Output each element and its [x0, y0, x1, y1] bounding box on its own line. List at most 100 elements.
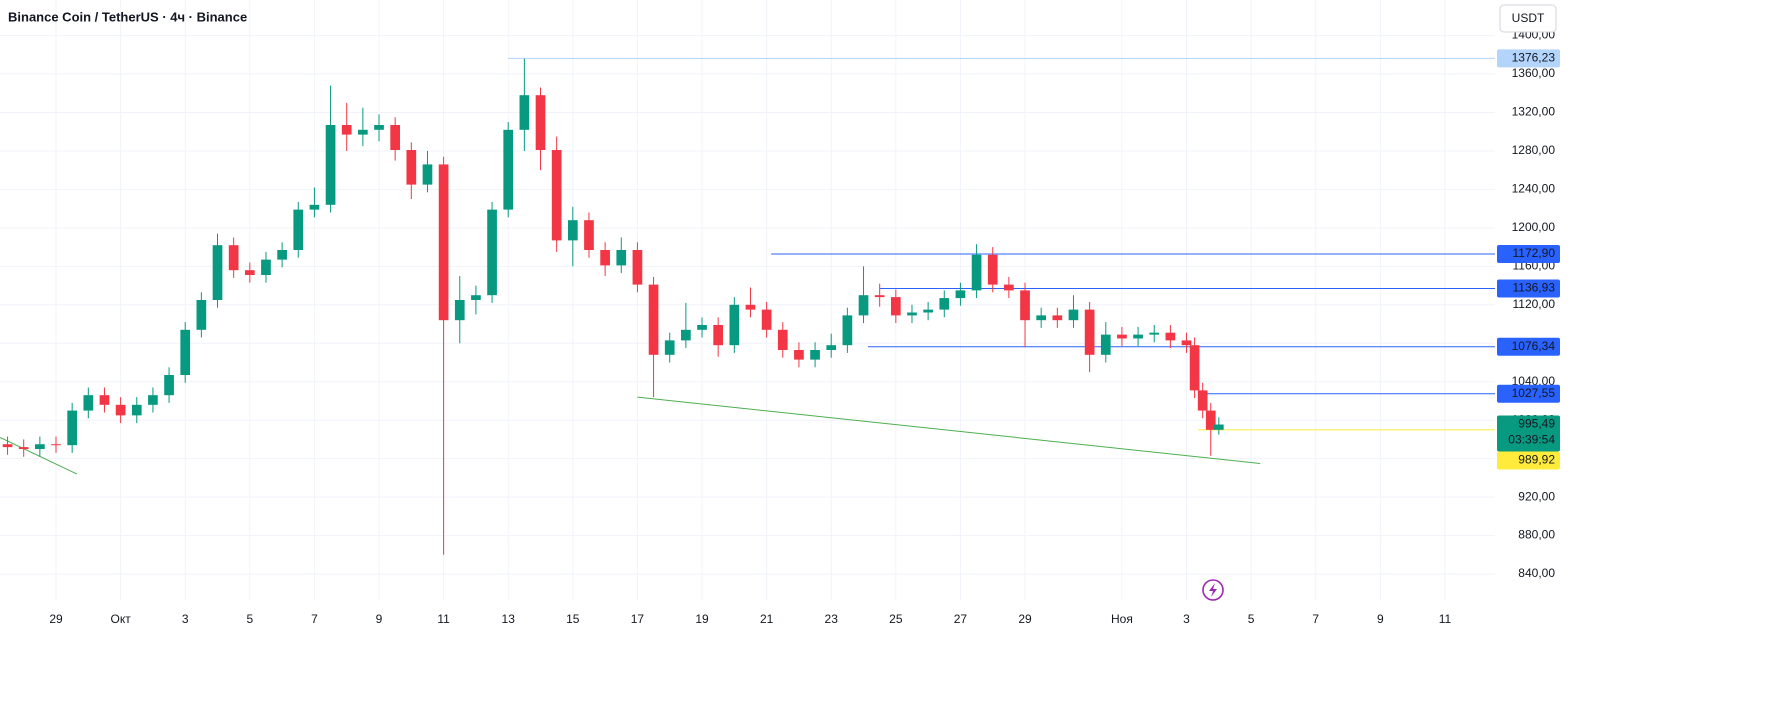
- candle-body: [858, 295, 869, 316]
- candle-body: [261, 259, 271, 275]
- current-price-label: 995,49: [1518, 417, 1555, 431]
- candle-body: [1165, 332, 1176, 341]
- candle-body: [987, 254, 998, 285]
- candle-body: [1020, 290, 1030, 321]
- x-tick-label: 29: [49, 612, 63, 626]
- candle-body: [600, 250, 610, 266]
- candle-body: [519, 95, 530, 130]
- candle-body: [277, 250, 287, 260]
- alert-icon-bolt[interactable]: [1209, 583, 1217, 597]
- x-tick-label: 11: [437, 612, 450, 626]
- candle-body: [745, 304, 756, 310]
- x-tick-label: 11: [1439, 612, 1452, 626]
- current-price-box: [1497, 415, 1560, 452]
- x-tick-label: 9: [376, 612, 383, 626]
- candle-body: [842, 315, 853, 346]
- price-label: 1172,90: [1513, 246, 1556, 260]
- candle-body: [923, 309, 933, 313]
- x-tick-label: 21: [760, 612, 774, 626]
- price-label-box: [1497, 337, 1560, 356]
- x-tick-label: Окт: [111, 612, 132, 626]
- candle-body: [713, 325, 724, 346]
- price-label: 989,92: [1518, 453, 1555, 467]
- y-tick-label: 1320,00: [1512, 105, 1556, 119]
- trend-line: [0, 437, 78, 475]
- candle-body: [535, 95, 546, 150]
- price-label-box: [1497, 244, 1560, 263]
- candle-body: [939, 298, 950, 310]
- candle-body: [454, 300, 465, 321]
- candle-body: [99, 395, 110, 405]
- price-label-box: [1497, 279, 1560, 298]
- countdown-label: 03:39:54: [1508, 433, 1555, 447]
- candle-body: [971, 254, 982, 291]
- candle-body: [1149, 332, 1160, 335]
- candle-body: [777, 329, 788, 350]
- candle-body: [406, 150, 417, 185]
- y-tick-label: 880,00: [1518, 528, 1555, 542]
- price-axis: 840,00880,00920,00960,001000,001040,0010…: [49, 28, 1560, 626]
- candle-body: [648, 284, 659, 355]
- candle-body: [681, 329, 691, 341]
- candle-body: [1205, 410, 1216, 430]
- x-tick-label: 17: [631, 612, 645, 626]
- x-tick-label: 7: [1312, 612, 1319, 626]
- candle-body: [374, 125, 384, 130]
- candle-body: [810, 350, 820, 360]
- currency-button-label[interactable]: USDT: [1512, 11, 1545, 25]
- candle-body: [358, 129, 368, 135]
- candle-body: [551, 150, 562, 241]
- x-tick-label: 15: [566, 612, 580, 626]
- x-tick-label: 5: [246, 612, 253, 626]
- candle-body: [697, 325, 707, 330]
- candle-body: [955, 290, 966, 299]
- price-label: 1027,55: [1512, 386, 1556, 400]
- alert-icon-ring[interactable]: [1202, 579, 1224, 601]
- candle-body: [826, 345, 837, 350]
- candle-body: [212, 245, 223, 300]
- alert-icon[interactable]: [1202, 579, 1224, 601]
- y-tick-label: 1240,00: [1512, 182, 1556, 196]
- candle-body: [874, 295, 885, 298]
- candle-body: [664, 340, 675, 355]
- candle-body: [1133, 334, 1143, 339]
- candle-body: [632, 250, 643, 285]
- candle-body: [51, 444, 61, 446]
- chart-title: Binance Coin / TetherUS · 4ч · Binance: [8, 9, 247, 24]
- candle-body: [907, 312, 917, 316]
- candle-body: [148, 395, 158, 405]
- x-tick-label: 7: [311, 612, 318, 626]
- candle-body: [131, 404, 142, 416]
- candle-body: [2, 444, 13, 448]
- price-label-box: [1497, 384, 1560, 403]
- candle-body: [1084, 309, 1095, 355]
- price-label: 1076,34: [1512, 339, 1556, 353]
- price-label-box: [1497, 451, 1560, 470]
- x-tick-label: 3: [182, 612, 189, 626]
- currency-button[interactable]: [1499, 4, 1557, 33]
- candle-body: [341, 125, 352, 135]
- price-label: 1376,23: [1512, 51, 1556, 65]
- y-tick-label: 840,00: [1518, 566, 1555, 580]
- candle-body: [729, 304, 740, 346]
- candle-body: [761, 309, 772, 330]
- candle-body: [471, 295, 481, 300]
- plot: [0, 57, 1495, 555]
- candle-body: [293, 209, 304, 250]
- y-tick-label: 1120,00: [1513, 297, 1556, 311]
- candle-body: [390, 125, 401, 150]
- candle-body: [325, 125, 336, 205]
- candle-body: [196, 300, 207, 330]
- x-tick-label: 3: [1183, 612, 1190, 626]
- y-tick-label: 1040,00: [1512, 374, 1556, 388]
- x-tick-label: 29: [1018, 612, 1032, 626]
- candle-body: [890, 297, 901, 316]
- candle-body: [244, 270, 255, 275]
- candle-body: [438, 164, 449, 321]
- candle-body: [1213, 424, 1224, 430]
- price-label: 1136,93: [1513, 281, 1556, 295]
- x-tick-label: 9: [1377, 612, 1384, 626]
- candle-body: [616, 250, 627, 266]
- candle-body: [422, 164, 433, 185]
